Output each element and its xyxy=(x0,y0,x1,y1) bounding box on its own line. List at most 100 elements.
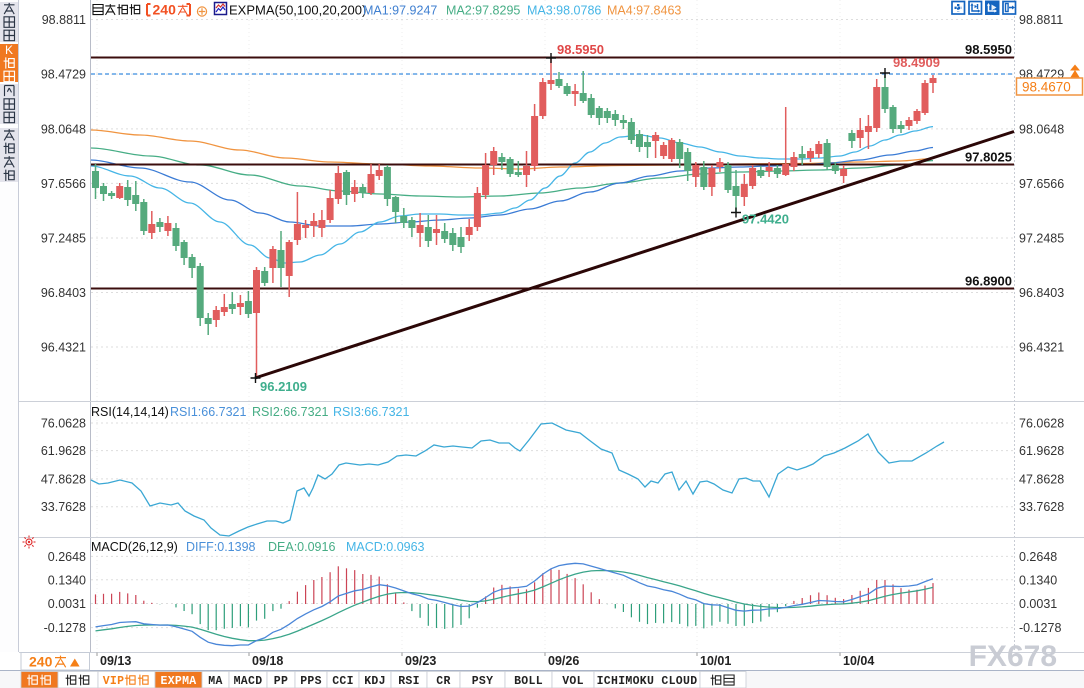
svg-text:P: P xyxy=(117,675,124,688)
svg-text:10/04: 10/04 xyxy=(843,654,874,668)
svg-text:98.0648: 98.0648 xyxy=(41,122,86,136)
svg-text:MACD(26,12,9): MACD(26,12,9) xyxy=(91,540,178,554)
svg-text:H: H xyxy=(611,675,618,688)
svg-text:98.4670: 98.4670 xyxy=(1022,80,1071,95)
svg-text:D: D xyxy=(371,675,378,688)
svg-text:EXPMA(50,100,20,200): EXPMA(50,100,20,200) xyxy=(229,3,366,18)
svg-text:A: A xyxy=(216,675,223,688)
svg-text:M: M xyxy=(182,675,189,688)
svg-text:240: 240 xyxy=(153,2,177,18)
svg-text:O: O xyxy=(569,675,576,688)
svg-text:I: I xyxy=(413,675,420,688)
svg-text:C: C xyxy=(248,675,255,688)
svg-text:U: U xyxy=(647,675,654,688)
svg-text:RSI3:66.7321: RSI3:66.7321 xyxy=(333,405,409,419)
svg-text:P: P xyxy=(300,675,307,688)
svg-text:P: P xyxy=(472,675,479,688)
svg-text:96.8403: 96.8403 xyxy=(1019,286,1064,300)
svg-text:98.8811: 98.8811 xyxy=(1019,13,1063,27)
svg-text:B: B xyxy=(514,675,521,688)
svg-text:96.8403: 96.8403 xyxy=(41,286,86,300)
svg-text:P: P xyxy=(175,675,182,688)
svg-text:S: S xyxy=(315,675,322,688)
svg-text:O: O xyxy=(633,675,640,688)
svg-text:98.0648: 98.0648 xyxy=(1019,122,1064,136)
svg-text:76.0628: 76.0628 xyxy=(41,417,86,431)
svg-text:33.7628: 33.7628 xyxy=(41,500,86,514)
svg-text:33.7628: 33.7628 xyxy=(1019,500,1064,514)
svg-text:O: O xyxy=(521,675,528,688)
svg-text:DIFF:0.1398: DIFF:0.1398 xyxy=(186,540,256,554)
svg-text:I: I xyxy=(597,675,604,688)
svg-text:P: P xyxy=(307,675,314,688)
svg-text:97.6566: 97.6566 xyxy=(41,177,86,191)
svg-text:96.4321: 96.4321 xyxy=(41,341,86,355)
svg-text:0.1340: 0.1340 xyxy=(48,573,86,587)
svg-text:MA4:97.8463: MA4:97.8463 xyxy=(607,4,681,18)
svg-text:X: X xyxy=(168,675,175,688)
svg-text:C: C xyxy=(436,675,443,688)
svg-text:10/01: 10/01 xyxy=(700,654,731,668)
svg-text:MA3:98.0786: MA3:98.0786 xyxy=(527,4,601,18)
svg-text:98.8811: 98.8811 xyxy=(42,13,86,27)
svg-text:V: V xyxy=(562,675,569,688)
svg-text:98.5950: 98.5950 xyxy=(557,42,604,57)
svg-text:S: S xyxy=(405,675,412,688)
svg-text:I: I xyxy=(347,675,354,688)
svg-text:R: R xyxy=(444,675,451,688)
svg-text:K: K xyxy=(640,675,647,688)
svg-text:M: M xyxy=(234,675,241,688)
svg-text:R: R xyxy=(398,675,405,688)
svg-text:P: P xyxy=(281,675,288,688)
svg-text:47.8628: 47.8628 xyxy=(1019,472,1064,486)
svg-text:C: C xyxy=(332,675,339,688)
svg-text:09/18: 09/18 xyxy=(252,654,283,668)
svg-text:97.2485: 97.2485 xyxy=(1019,232,1064,246)
svg-text:97.2485: 97.2485 xyxy=(41,232,86,246)
svg-text:0.2648: 0.2648 xyxy=(1019,550,1057,564)
svg-text:C: C xyxy=(661,675,668,688)
svg-text:MACD:0.0963: MACD:0.0963 xyxy=(346,540,425,554)
svg-text:D: D xyxy=(255,675,262,688)
svg-text:A: A xyxy=(189,675,196,688)
svg-text:L: L xyxy=(577,675,584,688)
svg-text:S: S xyxy=(479,675,486,688)
svg-text:K: K xyxy=(364,675,371,688)
svg-text:M: M xyxy=(208,675,215,688)
svg-text:P: P xyxy=(274,675,281,688)
svg-text:RSI1:66.7321: RSI1:66.7321 xyxy=(170,405,246,419)
svg-text:47.8628: 47.8628 xyxy=(41,472,86,486)
svg-text:97.6566: 97.6566 xyxy=(1019,177,1064,191)
svg-text:C: C xyxy=(604,675,611,688)
svg-text:MA1:97.9247: MA1:97.9247 xyxy=(363,4,437,18)
svg-text:K: K xyxy=(5,43,13,57)
svg-text:FX678: FX678 xyxy=(969,640,1057,673)
svg-text:98.5950: 98.5950 xyxy=(965,42,1012,57)
svg-text:96.2109: 96.2109 xyxy=(260,379,307,394)
svg-text:L: L xyxy=(529,675,536,688)
svg-text:0.0031: 0.0031 xyxy=(48,597,86,611)
svg-text:L: L xyxy=(536,675,543,688)
svg-text:A: A xyxy=(241,675,248,688)
svg-text:09/23: 09/23 xyxy=(405,654,436,668)
svg-text:240: 240 xyxy=(29,654,53,670)
svg-text:-0.1278: -0.1278 xyxy=(1019,621,1061,635)
svg-text:97.4420: 97.4420 xyxy=(742,212,789,227)
svg-text:96.4321: 96.4321 xyxy=(1019,341,1064,355)
svg-text:Y: Y xyxy=(486,675,493,688)
svg-text:RSI2:66.7321: RSI2:66.7321 xyxy=(252,405,328,419)
svg-text:L: L xyxy=(669,675,676,688)
svg-text:DEA:0.0916: DEA:0.0916 xyxy=(268,540,335,554)
svg-text:0.0031: 0.0031 xyxy=(1019,597,1057,611)
svg-text:C: C xyxy=(339,675,346,688)
svg-text:J: J xyxy=(379,675,386,688)
svg-text:E: E xyxy=(161,675,168,688)
svg-text:V: V xyxy=(103,675,110,688)
svg-text:I: I xyxy=(110,675,117,688)
svg-text:96.8900: 96.8900 xyxy=(965,274,1012,289)
svg-text:I: I xyxy=(618,675,625,688)
svg-text:D: D xyxy=(690,675,697,688)
svg-text:M: M xyxy=(625,675,632,688)
svg-text:-0.1278: -0.1278 xyxy=(44,621,86,635)
svg-text:0.2648: 0.2648 xyxy=(48,550,86,564)
